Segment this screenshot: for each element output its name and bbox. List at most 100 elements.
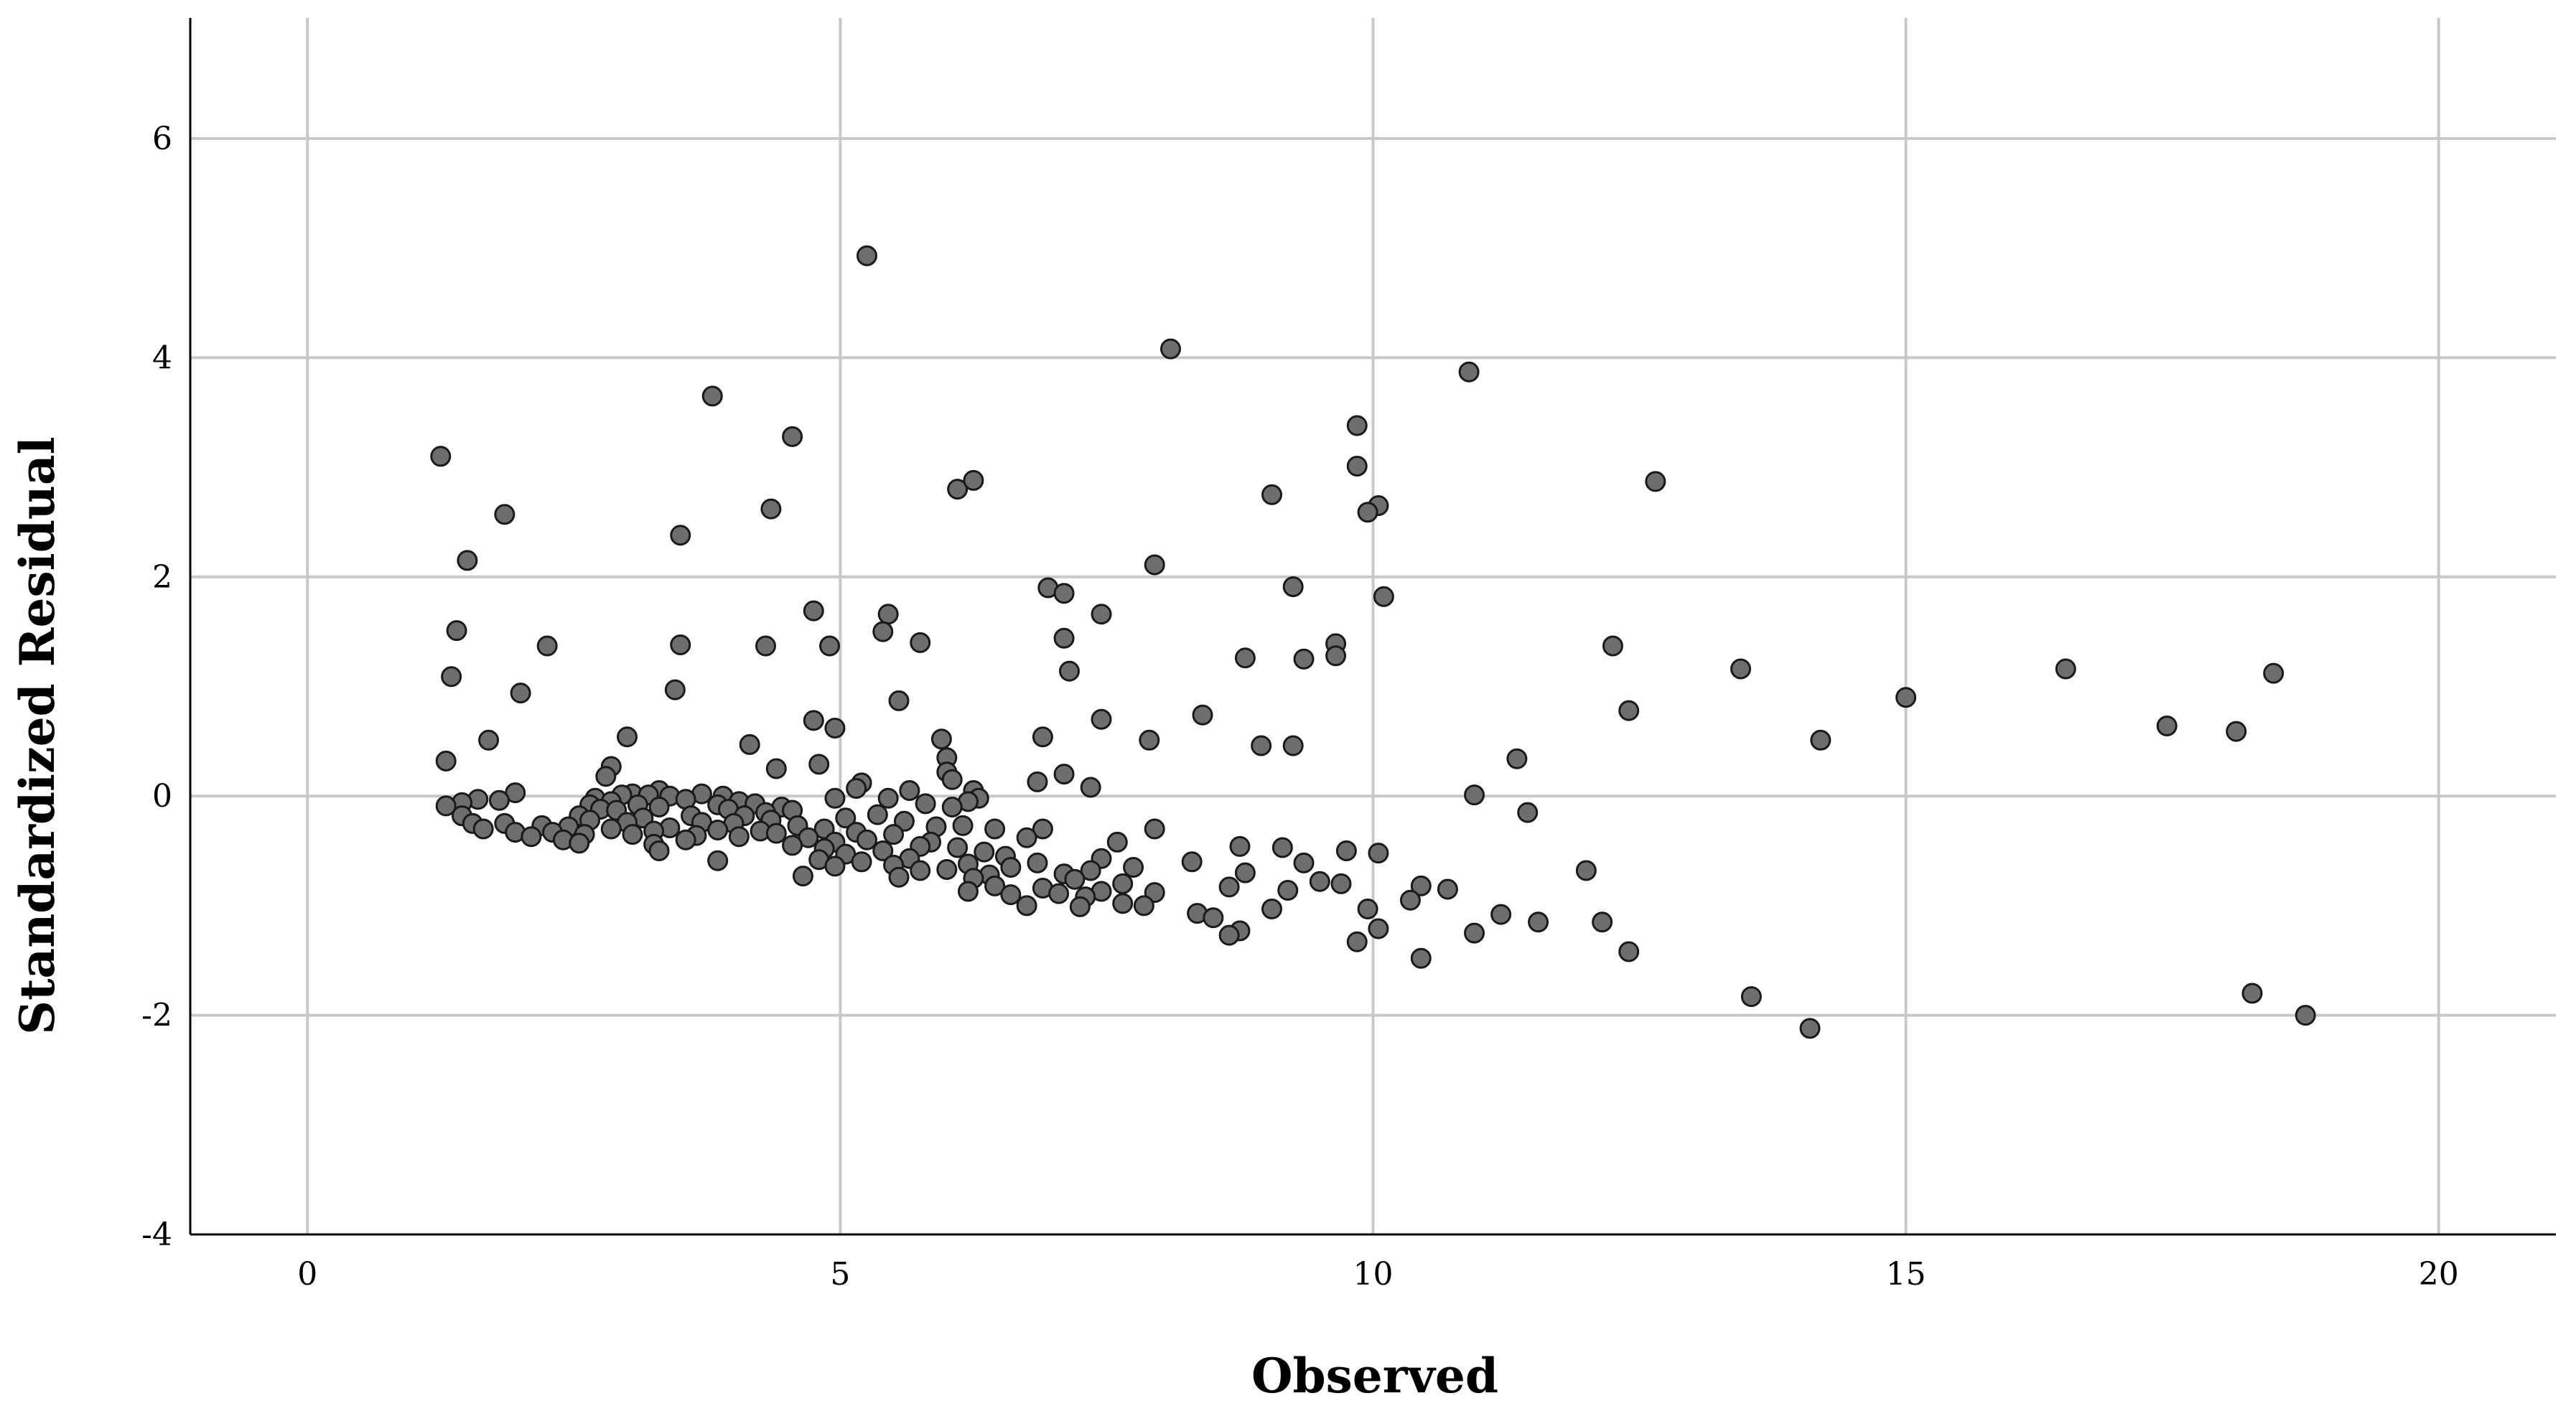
data-point xyxy=(510,683,531,704)
data-point xyxy=(824,718,846,739)
data-point xyxy=(947,479,969,500)
data-point xyxy=(707,850,729,871)
data-point xyxy=(2055,658,2076,680)
data-point xyxy=(846,778,867,799)
data-point xyxy=(974,841,995,863)
data-point xyxy=(1053,583,1075,604)
data-points xyxy=(430,245,2316,1039)
data-point xyxy=(877,787,899,809)
data-point xyxy=(1144,818,1165,840)
data-point xyxy=(819,635,841,657)
data-point xyxy=(1218,876,1240,898)
data-point xyxy=(792,866,813,887)
data-point xyxy=(707,820,729,841)
data-point xyxy=(435,795,457,817)
data-point xyxy=(2241,983,2263,1004)
data-point xyxy=(883,824,905,845)
data-point xyxy=(1410,947,1432,969)
data-point xyxy=(1192,704,1213,726)
data-point xyxy=(1181,851,1203,873)
data-point xyxy=(760,498,782,520)
data-point xyxy=(765,758,787,779)
y-tick-label: -4 xyxy=(141,1217,172,1253)
data-point xyxy=(1053,627,1075,649)
data-point xyxy=(1144,554,1165,576)
data-point xyxy=(963,469,984,491)
data-point xyxy=(1645,471,1666,492)
data-point xyxy=(2263,662,2285,684)
data-point xyxy=(1234,647,1256,669)
data-point xyxy=(488,789,510,811)
data-point xyxy=(941,769,963,790)
data-point xyxy=(494,504,515,525)
x-tick-label: 20 xyxy=(2419,1256,2459,1293)
data-point xyxy=(1112,893,1134,914)
data-point xyxy=(1810,729,1831,751)
data-point xyxy=(1027,771,1048,792)
data-point xyxy=(1123,856,1144,878)
data-point xyxy=(2226,721,2247,742)
data-point xyxy=(930,728,952,750)
data-point xyxy=(803,710,824,731)
data-point xyxy=(1091,708,1112,730)
data-point xyxy=(739,733,760,755)
data-point xyxy=(1330,873,1352,894)
data-point xyxy=(808,754,830,775)
data-point xyxy=(1464,784,1485,806)
data-point xyxy=(2156,715,2178,736)
data-point xyxy=(1032,818,1053,840)
data-point xyxy=(755,635,776,657)
data-point xyxy=(1346,456,1368,477)
data-point xyxy=(941,796,963,817)
data-point xyxy=(446,620,467,642)
data-point xyxy=(835,807,857,829)
data-point xyxy=(1218,924,1240,946)
data-point xyxy=(701,385,723,407)
data-point xyxy=(521,826,542,848)
data-point xyxy=(728,826,750,848)
data-point xyxy=(1335,840,1357,862)
data-point xyxy=(2295,1005,2316,1026)
data-point xyxy=(1373,586,1394,607)
y-tick-label: 2 xyxy=(152,559,172,596)
data-point xyxy=(910,860,931,881)
data-point xyxy=(782,426,803,447)
data-point xyxy=(670,525,691,546)
data-point xyxy=(1080,777,1101,798)
data-point xyxy=(648,840,670,862)
x-tick-label: 10 xyxy=(1353,1256,1394,1293)
data-point xyxy=(1282,735,1304,756)
data-point xyxy=(670,634,691,655)
x-tick-label: 0 xyxy=(297,1256,317,1293)
x-axis-title: Observed xyxy=(1251,1348,1498,1404)
data-point xyxy=(1575,860,1597,881)
data-point xyxy=(1000,884,1022,906)
data-point xyxy=(1346,415,1368,436)
data-point xyxy=(1261,484,1282,505)
data-point xyxy=(1357,502,1378,523)
y-axis-title: Standardized Residual xyxy=(9,436,65,1034)
data-point xyxy=(765,822,787,844)
y-tick-label: 6 xyxy=(152,121,172,157)
data-point xyxy=(675,829,696,850)
data-point xyxy=(1080,860,1101,881)
data-point xyxy=(472,818,494,840)
data-point xyxy=(1325,645,1347,667)
data-point xyxy=(1410,875,1432,896)
data-point xyxy=(936,859,958,880)
data-point xyxy=(430,446,452,467)
data-point xyxy=(1458,361,1480,383)
data-point xyxy=(957,881,979,902)
data-point xyxy=(803,600,824,622)
data-point xyxy=(856,829,877,850)
data-point xyxy=(1277,880,1299,901)
data-point xyxy=(1464,922,1485,944)
data-point xyxy=(947,837,969,858)
data-point xyxy=(1528,911,1549,933)
data-point xyxy=(1053,764,1075,785)
data-point xyxy=(888,690,910,711)
data-point xyxy=(1618,700,1640,721)
data-point xyxy=(872,840,894,862)
data-point xyxy=(1293,852,1315,873)
data-point xyxy=(1139,729,1160,751)
